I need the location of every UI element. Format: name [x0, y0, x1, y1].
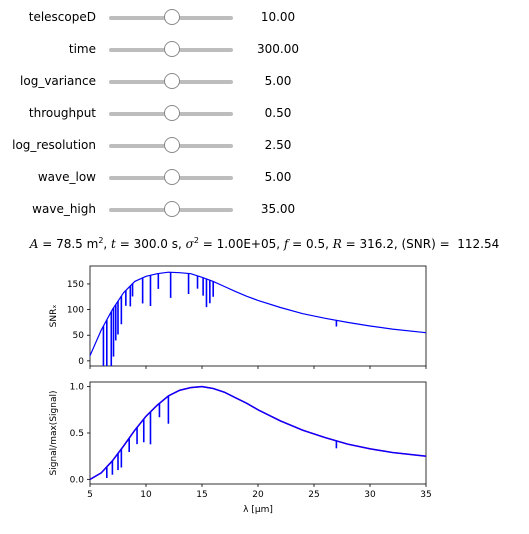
summary-variance: 1.00E+05: [216, 237, 277, 251]
summary-area: 78.5: [56, 237, 83, 251]
x-tick-label: 30: [364, 490, 376, 500]
slider-row-wave_low: wave_low 5.00: [0, 166, 529, 190]
signal-line: [89, 385, 427, 480]
slider-handle[interactable]: [164, 169, 180, 185]
y-axis-label: SNRₓ: [49, 305, 59, 328]
slider-value: 10.00: [260, 10, 296, 24]
slider-label: telescopeD: [28, 10, 96, 24]
summary-resolution: 316.2: [359, 237, 394, 251]
y-tick-label: 0: [78, 357, 84, 367]
slider-handle[interactable]: [164, 201, 180, 217]
summary-snr: 112.54: [457, 237, 500, 251]
summary-throughput: 0.5: [306, 237, 326, 251]
signal-reference-line: [89, 385, 427, 481]
slider-row-time: time 300.00: [0, 38, 529, 62]
slider-label: log_resolution: [12, 138, 96, 152]
x-tick-label: 20: [252, 490, 264, 500]
y-tick-label: 1.0: [70, 383, 85, 393]
slider-label: wave_high: [32, 202, 96, 216]
slider-row-log_resolution: log_resolution 2.50: [0, 134, 529, 158]
x-tick-label: 5: [87, 490, 93, 500]
y-tick-label: 50: [73, 331, 85, 341]
x-tick-label: 35: [420, 490, 431, 500]
plot-frame: [89, 381, 427, 485]
x-axis-label: λ [µm]: [243, 505, 273, 515]
slider-value: 5.00: [264, 170, 292, 184]
snr-summary: A = 78.5 m2, t = 300.0 s, σ2 = 1.00E+05,…: [29, 236, 500, 251]
slider-handle[interactable]: [164, 137, 180, 153]
y-tick-label: 0.5: [70, 429, 84, 439]
plot-frame: [89, 265, 427, 367]
slider-handle[interactable]: [164, 9, 180, 25]
slider-row-log_variance: log_variance 5.00: [0, 70, 529, 94]
slider-label: throughput: [28, 106, 96, 120]
slider-value: 2.50: [264, 138, 292, 152]
x-tick-label: 10: [140, 490, 152, 500]
y-tick-label: 150: [67, 280, 84, 290]
slider-handle[interactable]: [164, 41, 180, 57]
y-tick-label: 0.0: [70, 475, 85, 485]
x-tick-label: 25: [308, 490, 319, 500]
slider-row-telescopeD: telescopeD 10.00: [0, 6, 529, 30]
slider-row-throughput: throughput 0.50: [0, 102, 529, 126]
slider-label: wave_low: [37, 170, 96, 184]
y-axis-label: Signal/max(Signal): [49, 391, 59, 476]
slider-value: 35.00: [260, 202, 296, 216]
slider-value: 5.00: [264, 74, 292, 88]
slider-row-wave_high: wave_high 35.00: [0, 198, 529, 222]
slider-handle[interactable]: [164, 105, 180, 121]
snr-line: [89, 271, 427, 356]
summary-time: 300.0: [133, 237, 168, 251]
slider-label: time: [68, 42, 96, 56]
slider-handle[interactable]: [164, 73, 180, 89]
slider-value: 300.00: [257, 42, 299, 56]
y-tick-label: 100: [67, 306, 84, 316]
x-tick-label: 15: [196, 490, 207, 500]
slider-value: 0.50: [264, 106, 292, 120]
slider-label: log_variance: [20, 74, 96, 88]
